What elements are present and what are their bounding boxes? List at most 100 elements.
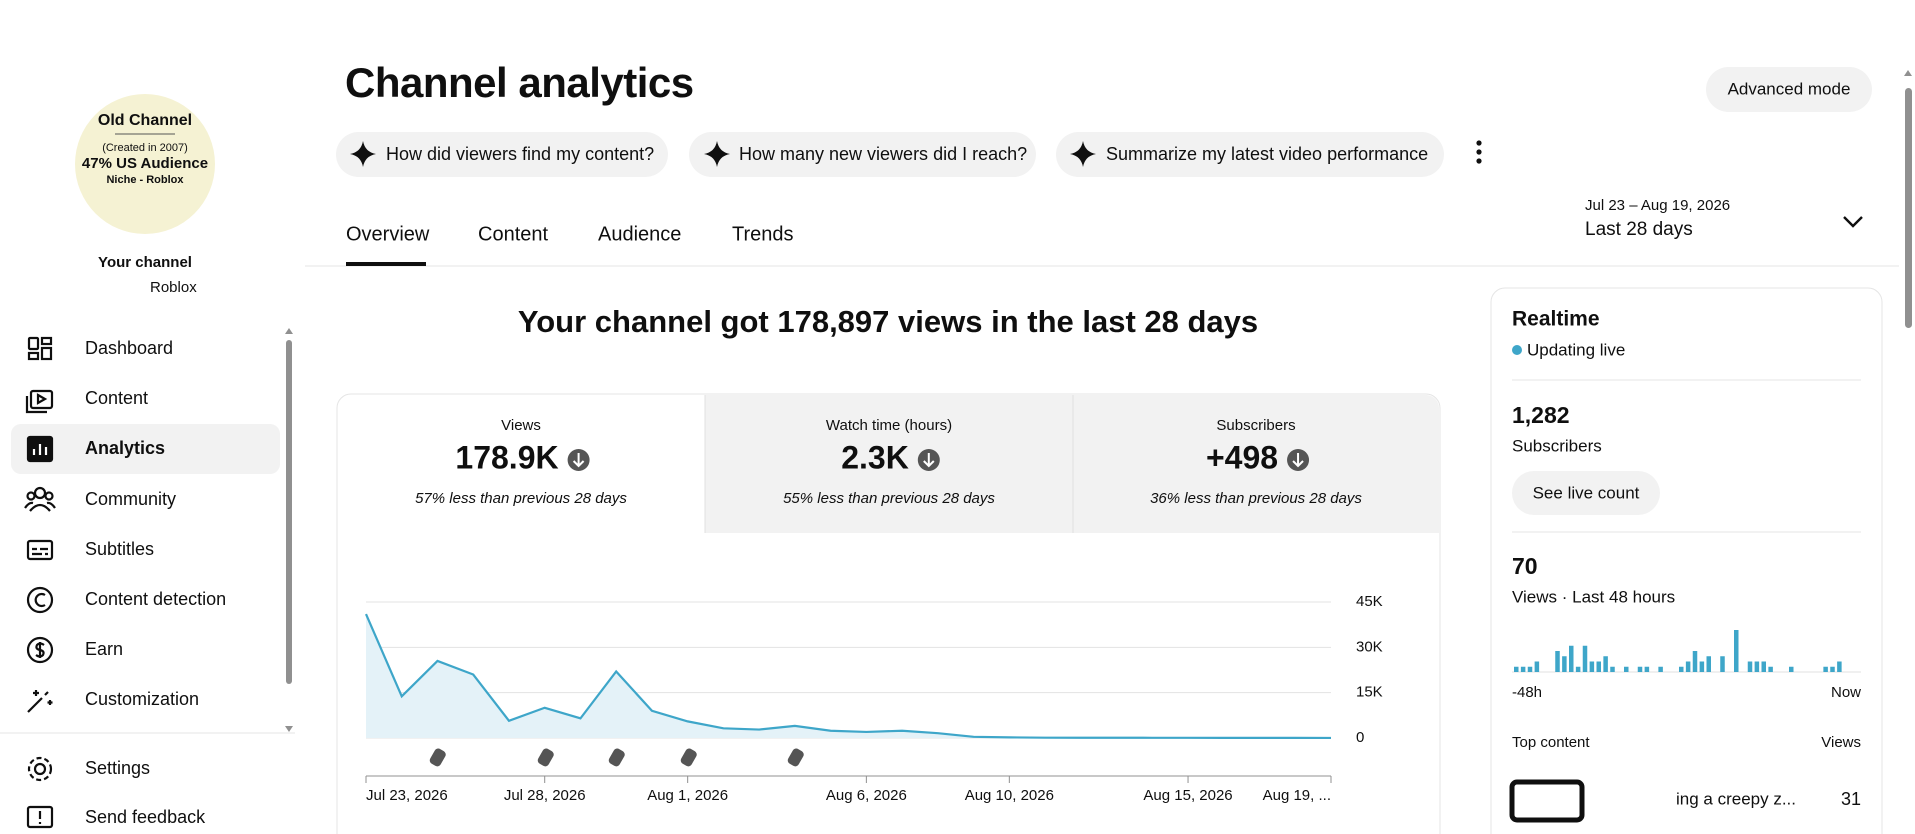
nav-item[interactable]: Community [85,489,176,509]
sparkle-icons [350,141,1096,167]
subscriber-label: Subscribers [1512,436,1602,455]
realtime-title: Realtime [1512,308,1600,331]
thumbnail[interactable] [1509,779,1585,823]
realtime-bar [1596,661,1601,672]
avatar-text: Niche - Roblox [106,174,184,186]
metric-label: Views [501,417,541,434]
x-tick-label: Aug 15, 2026 [1143,787,1232,804]
x-tick-label: Jul 28, 2026 [504,787,586,804]
bar-start-label: -48h [1512,684,1542,701]
chip-text[interactable]: How did viewers find my content? [386,144,654,164]
metric-label: Watch time (hours) [826,417,952,434]
metric-label: Subscribers [1216,417,1295,434]
realtime-bar [1562,656,1567,672]
realtime-bar [1610,666,1615,672]
realtime-bar [1830,666,1835,672]
nav-item[interactable]: Dashboard [85,338,173,358]
nav-item[interactable]: Customization [85,689,199,709]
nav-item[interactable]: Settings [85,758,150,778]
see-live-count-button[interactable] [1512,471,1660,515]
chip[interactable] [689,132,1036,177]
tab[interactable]: Content [478,223,548,245]
chip-text[interactable]: How many new viewers did I reach? [739,144,1027,164]
metric-value: +498 [1206,439,1278,475]
nav-item[interactable]: Content detection [85,589,226,609]
top-content-title[interactable]: ing a creepy z... [1676,789,1796,808]
scroll-arrow[interactable] [1904,70,1912,76]
date-chevron[interactable] [1843,216,1863,228]
page-title: Channel analytics [345,59,694,106]
nav-icons [24,336,56,829]
metric-value: 178.9K [455,439,558,475]
metric-change: 57% less than previous 28 days [415,490,627,507]
realtime-bar [1692,651,1698,672]
sidebar-scrollbar[interactable] [286,340,292,684]
tab[interactable]: Overview [346,223,430,245]
avatar[interactable] [75,94,215,234]
advanced-mode-button[interactable] [1706,67,1872,112]
top-content-views-label: Views [1821,734,1861,751]
avatar-text: 47% US Audience [82,155,208,172]
metric-value: 2.3K [841,439,909,475]
line [364,613,1332,740]
x-tick-label: Aug 6, 2026 [826,787,907,804]
chip[interactable] [336,132,668,177]
headline: Your channel got 178,897 views in the la… [518,304,1258,339]
more-button[interactable] [1476,140,1482,164]
realtime-status: Updating live [1527,340,1625,359]
subscriber-count: 1,282 [1512,402,1570,428]
top-content-views: 31 [1841,789,1861,809]
tab[interactable]: Audience [598,223,681,245]
realtime-bar [1603,656,1608,672]
period[interactable]: Last 28 days [1585,219,1693,240]
realtime-bar [1575,666,1581,672]
realtime-bar [1761,661,1766,672]
realtime-bar [1754,661,1760,672]
realtime-bar [1768,666,1773,672]
realtime-bar [1699,661,1705,672]
metric-change: 36% less than previous 28 days [1150,490,1362,507]
realtime-bar [1720,656,1725,672]
channel-name: Roblox [150,279,197,296]
top-content-label: Top content [1512,734,1590,751]
realtime-bar [1644,666,1650,672]
realtime-card [1490,287,1883,834]
metric-change: 55% less than previous 28 days [783,490,995,507]
nav-highlight [11,424,280,474]
shorts-markers [429,748,804,767]
chip-text[interactable]: Summarize my latest video performance [1106,144,1428,164]
area [366,614,1331,738]
tab[interactable]: Trends [732,223,794,245]
nav-item[interactable]: Content [85,388,148,408]
avatar-text: (Created in 2007) [102,142,188,154]
nav-item[interactable]: Send feedback [85,807,206,827]
y-tick-label: 30K [1356,638,1383,655]
live-dot [1512,345,1522,355]
advanced-mode[interactable]: Advanced mode [1728,79,1851,98]
realtime-bar [1837,661,1842,672]
x-tick-label: Aug 10, 2026 [965,787,1054,804]
realtime-bar [1747,661,1753,672]
x-tick-label: Jul 23, 2026 [366,787,448,804]
realtime-bar [1789,666,1794,672]
realtime-bar [1555,651,1560,672]
nav-item[interactable]: Analytics [85,438,165,458]
nav-item[interactable]: Earn [85,639,123,659]
see-live-count[interactable]: See live count [1533,483,1640,502]
realtime-bar [1582,645,1588,672]
x-tick-label: Aug 19, ... [1263,787,1331,804]
x-tick-label: Aug 1, 2026 [647,787,728,804]
realtime-bar [1589,661,1595,672]
realtime-bar [1734,630,1739,672]
chip[interactable] [1056,132,1444,177]
realtime-bar [1637,666,1643,672]
realtime-bar [1527,666,1533,672]
nav-item[interactable]: Subtitles [85,539,154,559]
tab-underline [346,262,426,266]
realtime-bar [1658,666,1663,672]
page-scrollbar[interactable] [1905,88,1912,328]
trend-arrow [1292,453,1304,468]
y-tick-label: 45K [1356,593,1383,610]
date-range: Jul 23 – Aug 19, 2026 [1585,197,1730,214]
y-tick-label: 15K [1356,684,1383,701]
